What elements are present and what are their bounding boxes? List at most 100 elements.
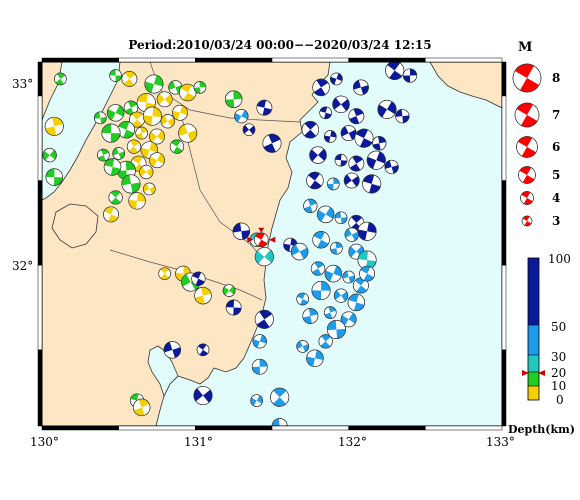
magnitude-legend-label: 5 — [552, 168, 560, 182]
event-beachball — [309, 146, 327, 164]
event-beachball — [384, 159, 399, 175]
frame-bar — [41, 57, 119, 63]
event-beachball — [242, 123, 256, 137]
frame-bar — [118, 57, 196, 63]
event-beachball — [132, 398, 151, 417]
magnitude-legend-symbol — [512, 63, 542, 93]
prefecture-border — [179, 109, 267, 263]
lon-tick-label: 133° — [486, 435, 515, 449]
magnitude-legend-title: M — [518, 40, 533, 55]
magnitude-legend-symbol — [516, 136, 538, 158]
frame-bar — [118, 425, 196, 431]
event-beachball — [54, 72, 67, 86]
colorbar-label: 20 — [551, 366, 566, 380]
colorbar-deep — [528, 258, 539, 325]
colorbar-label: 0 — [556, 393, 564, 407]
colorbar-title: Depth(km) — [508, 423, 575, 436]
frame-bar — [425, 425, 503, 431]
land-shikoku — [429, 62, 502, 109]
event-beachball — [271, 418, 288, 426]
lon-tick-label: 130° — [30, 435, 59, 449]
earthquake-events — [42, 62, 418, 426]
mainshock-beachball — [253, 232, 269, 248]
colorbar-20-30 — [528, 355, 539, 372]
event-beachball — [169, 139, 185, 154]
lon-tick-label: 131° — [184, 435, 213, 449]
event-beachball — [193, 81, 207, 94]
event-beachball — [158, 267, 171, 280]
magnitude-legend-label: 8 — [552, 71, 560, 85]
magnitude-legend-symbol — [521, 215, 533, 227]
event-beachball — [126, 139, 142, 154]
event-beachball — [224, 90, 243, 108]
event-beachball — [172, 104, 188, 121]
colorbar-30-50 — [528, 325, 539, 355]
event-beachball — [323, 130, 337, 143]
event-beachball — [343, 172, 360, 189]
event-beachball — [196, 343, 210, 357]
colorbar-label: 50 — [551, 320, 566, 334]
event-beachball — [109, 69, 122, 82]
frame-bar — [501, 264, 507, 351]
colorbar-0-10 — [528, 386, 539, 400]
frame-bar — [41, 425, 119, 431]
magnitude-legend-label: 7 — [552, 108, 560, 122]
event-beachball — [194, 286, 212, 305]
colorbar-label: 30 — [551, 350, 566, 364]
colorbar-outline — [527, 257, 540, 401]
event-beachball — [149, 128, 165, 145]
event-beachball — [357, 221, 377, 241]
event-beachball — [348, 108, 365, 125]
event-beachball — [323, 306, 337, 319]
frame-bar — [501, 95, 507, 181]
event-beachball — [377, 99, 397, 119]
event-beachball — [168, 80, 183, 95]
event-beachball — [142, 106, 162, 126]
event-beachball — [178, 123, 198, 143]
event-beachball — [163, 341, 182, 359]
event-beachball — [330, 241, 343, 255]
mainshock-marker-right — [269, 236, 276, 243]
magnitude-legend-symbol — [520, 191, 534, 205]
frame-bar — [501, 61, 507, 97]
lat-tick-label: 32° — [12, 259, 33, 273]
event-beachball — [44, 116, 64, 136]
event-beachball — [306, 171, 324, 190]
event-beachball — [385, 62, 405, 80]
frame-bar — [195, 57, 273, 63]
event-beachball — [97, 148, 110, 162]
event-beachball — [156, 91, 173, 108]
event-beachball — [334, 211, 348, 225]
event-beachball — [101, 123, 121, 143]
event-beachball — [143, 182, 156, 196]
magnitude-legend-label: 3 — [552, 214, 560, 228]
event-beachball — [340, 125, 357, 142]
event-beachball — [347, 293, 366, 312]
event-beachball — [342, 270, 355, 284]
event-beachball — [354, 128, 374, 148]
event-beachball — [103, 158, 122, 176]
frame-bar — [37, 180, 43, 266]
magnitude-legend: 8 7 6 5 4 3 — [512, 63, 560, 228]
mainshock-layer — [247, 227, 276, 248]
ariake-sea — [42, 62, 121, 201]
event-beachball — [306, 349, 324, 367]
frame-bar — [501, 349, 507, 427]
frame-bar — [37, 349, 43, 427]
event-beachball — [128, 192, 146, 210]
event-beachball — [45, 168, 63, 186]
event-beachball — [93, 111, 107, 125]
event-beachball — [332, 95, 350, 114]
event-beachball — [193, 386, 213, 406]
event-beachball — [395, 109, 410, 124]
event-beachball — [254, 247, 274, 267]
frame-bar — [348, 57, 426, 63]
lon-tick-label: 132° — [338, 435, 367, 449]
event-beachball — [232, 222, 251, 241]
event-beachball — [357, 250, 377, 270]
event-beachball — [123, 100, 139, 115]
event-beachball — [344, 227, 359, 242]
event-beachball — [112, 147, 125, 160]
event-beachball — [117, 121, 136, 139]
